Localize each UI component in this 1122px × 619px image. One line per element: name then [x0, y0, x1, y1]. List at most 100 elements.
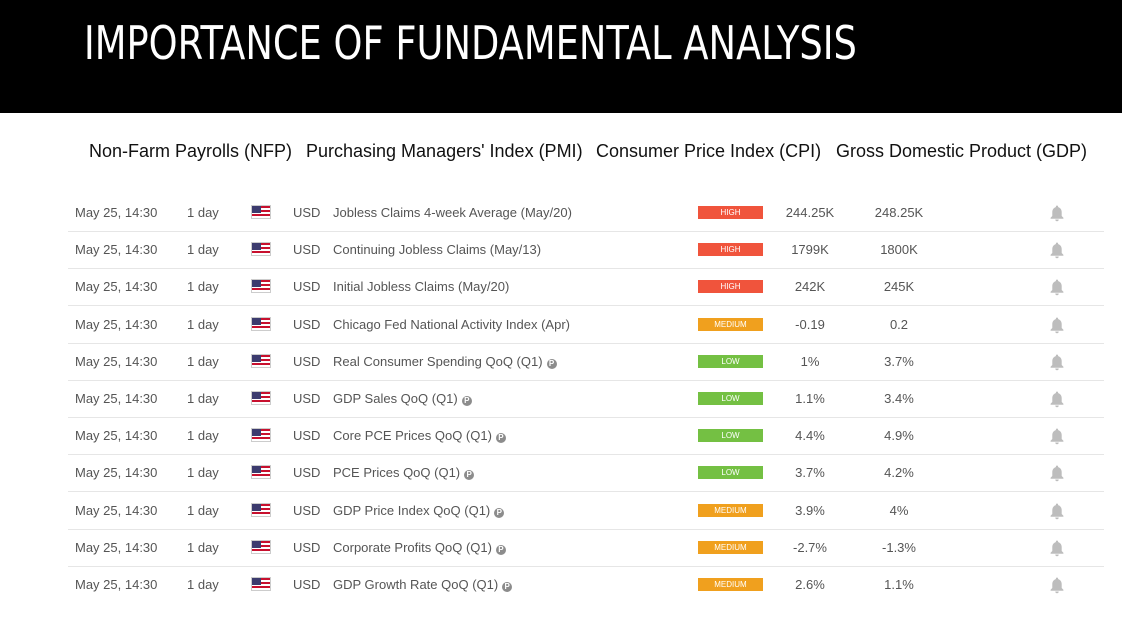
event-period: 1 day: [187, 316, 219, 332]
impact-badge: LOW: [698, 466, 763, 480]
event-name-cell[interactable]: PCE Prices QoQ (Q1) P: [333, 454, 475, 491]
bell-icon[interactable]: [1049, 204, 1065, 222]
event-period: 1 day: [187, 391, 219, 406]
event-actual: 244.25K: [785, 205, 835, 220]
event-time: May 25, 14:30: [75, 353, 158, 369]
event-name-cell[interactable]: Core PCE Prices QoQ (Q1) P: [333, 417, 506, 454]
event-previous: 245K: [883, 279, 915, 295]
event-previous: 4.2%: [884, 465, 914, 481]
event-time: May 25, 14:30: [75, 502, 158, 518]
event-period: 1 day: [187, 205, 219, 220]
us-flag-icon: [251, 242, 271, 257]
event-previous: 3.7%: [884, 353, 914, 369]
impact-badge: LOW: [698, 429, 763, 443]
event-name-cell[interactable]: Initial Jobless Claims (May/20): [333, 268, 509, 305]
event-name-cell[interactable]: GDP Price Index QoQ (Q1) P: [333, 492, 505, 529]
table-row[interactable]: May 25, 14:30 1 day USD GDP Price Index QoQ…: [68, 492, 1104, 530]
indicator-gdp: Gross Domestic Product (GDP): [836, 141, 1088, 161]
event-name-cell[interactable]: Continuing Jobless Claims (May/13): [333, 231, 541, 268]
info-icon[interactable]: P: [502, 582, 513, 592]
bell-icon[interactable]: [1049, 278, 1065, 296]
info-icon[interactable]: P: [464, 470, 475, 481]
event-previous: 4%: [889, 502, 909, 518]
event-period: 1 day: [187, 539, 219, 555]
event-time: May 25, 14:30: [75, 539, 158, 555]
event-actual: 3.7%: [795, 465, 825, 481]
us-flag-icon: [251, 539, 271, 554]
event-currency: USD: [293, 577, 321, 592]
event-name-cell[interactable]: Corporate Profits QoQ (Q1) P: [333, 529, 506, 566]
info-icon[interactable]: P: [461, 396, 472, 406]
event-currency: USD: [293, 279, 321, 295]
us-flag-icon: [251, 353, 271, 368]
event-previous: 1800K: [880, 242, 918, 258]
bell-icon[interactable]: [1049, 241, 1065, 259]
event-previous: 4.9%: [884, 428, 914, 444]
event-name-cell[interactable]: Jobless Claims 4-week Average (May/20): [333, 194, 572, 231]
table-row[interactable]: May 25, 14:30 1 day USD GDP Growth Rate QoQ…: [68, 566, 1104, 603]
info-icon[interactable]: P: [495, 544, 506, 555]
event-currency: USD: [293, 502, 321, 518]
bell-icon[interactable]: [1049, 576, 1065, 594]
table-row[interactable]: May 25, 14:30 1 day USD PCE Prices QoQ (Q1)…: [68, 454, 1104, 493]
bell-icon[interactable]: [1049, 390, 1065, 408]
event-name: Core PCE Prices QoQ (Q1): [333, 428, 492, 444]
indicator-headings: Non-Farm Payrolls (NFP) Purchasing Manag…: [0, 141, 1122, 163]
title-banner: IMPORTANCE OF FUNDAMENTAL ANALYSIS: [0, 0, 1122, 113]
event-time: May 25, 14:30: [75, 205, 158, 220]
event-name-cell[interactable]: Real Consumer Spending QoQ (Q1) P: [333, 343, 557, 380]
impact-badge: MEDIUM: [698, 317, 763, 331]
event-name: GDP Growth Rate QoQ (Q1): [333, 577, 499, 592]
info-icon[interactable]: P: [494, 507, 505, 518]
event-name-cell[interactable]: Chicago Fed National Activity Index (Apr…: [333, 306, 570, 343]
event-time: May 25, 14:30: [75, 465, 158, 481]
impact-badge: HIGH: [698, 206, 763, 219]
event-actual: 2.6%: [795, 577, 825, 592]
impact-badge: MEDIUM: [698, 540, 763, 554]
event-name-cell[interactable]: GDP Sales QoQ (Q1) P: [333, 380, 472, 417]
indicator-cpi: Consumer Price Index (CPI): [596, 141, 822, 161]
event-name: Continuing Jobless Claims (May/13): [333, 242, 542, 258]
event-previous: 0.2: [889, 316, 909, 332]
info-icon[interactable]: P: [495, 433, 506, 444]
table-row[interactable]: May 25, 14:30 1 day USD Jobless Claims 4-we…: [68, 194, 1104, 232]
table-row[interactable]: May 25, 14:30 1 day USD GDP Sales QoQ (Q1) P…: [68, 380, 1104, 418]
event-time: May 25, 14:30: [75, 391, 158, 406]
table-row[interactable]: May 25, 14:30 1 day USD Core PCE Prices QoQ…: [68, 417, 1104, 456]
event-currency: USD: [293, 391, 321, 406]
table-row[interactable]: May 25, 14:30 1 day USD Initial Jobless Cla…: [68, 268, 1104, 307]
bell-icon[interactable]: [1049, 464, 1065, 482]
event-name: GDP Price Index QoQ (Q1): [333, 502, 491, 518]
table-row[interactable]: May 25, 14:30 1 day USD Continuing Jobless …: [68, 231, 1104, 270]
bell-icon[interactable]: [1049, 353, 1065, 371]
event-time: May 25, 14:30: [75, 242, 158, 258]
info-icon[interactable]: P: [546, 358, 557, 369]
us-flag-icon: [251, 465, 271, 480]
bell-icon[interactable]: [1049, 316, 1065, 334]
us-flag-icon: [251, 577, 271, 591]
bell-icon[interactable]: [1049, 502, 1065, 520]
event-currency: USD: [293, 428, 321, 444]
bell-icon[interactable]: [1049, 427, 1065, 445]
event-name: Initial Jobless Claims (May/20): [333, 279, 510, 295]
event-name: Real Consumer Spending QoQ (Q1): [333, 353, 543, 369]
event-name: PCE Prices QoQ (Q1): [333, 465, 461, 481]
impact-badge: LOW: [698, 392, 763, 405]
bell-icon[interactable]: [1049, 539, 1065, 557]
us-flag-icon: [251, 316, 271, 331]
us-flag-icon: [251, 502, 271, 517]
table-row[interactable]: May 25, 14:30 1 day USD Chicago Fed Nationa…: [68, 306, 1104, 344]
event-time: May 25, 14:30: [75, 279, 158, 295]
event-actual: -2.7%: [793, 539, 827, 555]
table-row[interactable]: May 25, 14:30 1 day USD Real Consumer Spend…: [68, 343, 1104, 381]
us-flag-icon: [251, 391, 271, 405]
event-name-cell[interactable]: GDP Growth Rate QoQ (Q1) P: [333, 566, 513, 603]
event-period: 1 day: [187, 242, 219, 258]
event-previous: 248.25K: [874, 205, 924, 220]
table-row[interactable]: May 25, 14:30 1 day USD Corporate Profits Q…: [68, 529, 1104, 567]
indicator-pmi: Purchasing Managers' Index (PMI): [306, 141, 583, 161]
indicator-nfp: Non-Farm Payrolls (NFP): [89, 141, 293, 161]
event-time: May 25, 14:30: [75, 577, 158, 592]
impact-badge: MEDIUM: [698, 503, 763, 517]
event-currency: USD: [293, 353, 321, 369]
